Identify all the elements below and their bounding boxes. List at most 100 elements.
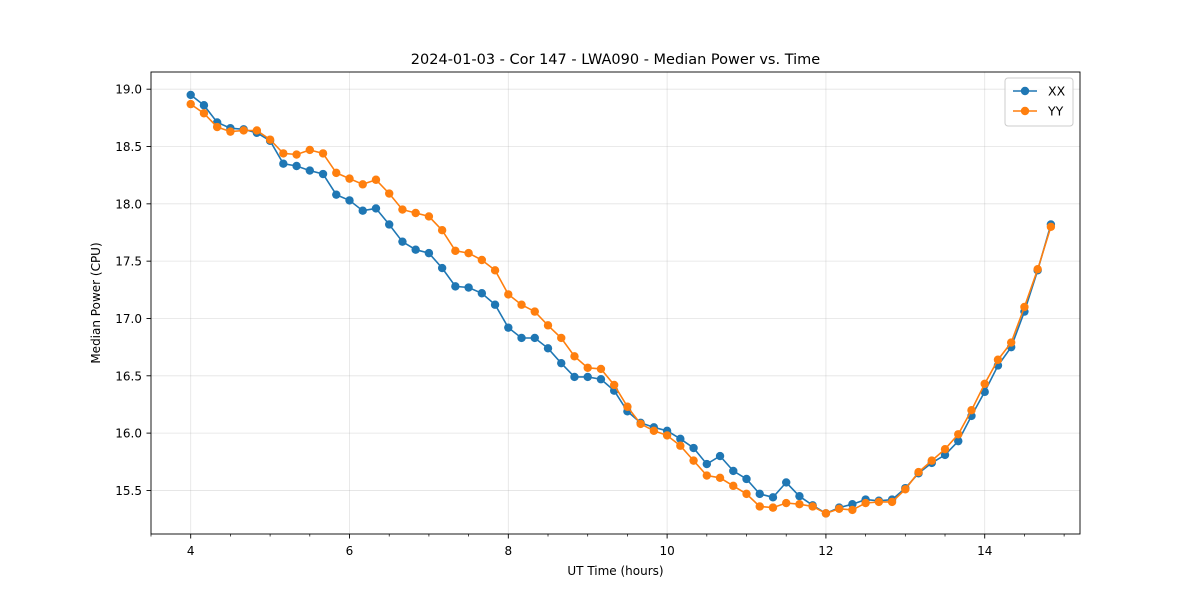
data-point-yy — [543, 321, 553, 330]
grid — [151, 72, 1080, 534]
data-point-xx — [702, 459, 712, 469]
data-point-xx — [279, 159, 288, 168]
data-point-yy — [517, 300, 526, 309]
data-point-yy — [358, 180, 367, 189]
data-point-xx — [768, 493, 778, 502]
data-point-xx — [332, 190, 341, 199]
data-point-yy — [848, 505, 857, 515]
data-point-yy — [993, 355, 1003, 364]
data-point-yy — [715, 473, 725, 483]
legend-marker-yy — [1020, 106, 1030, 116]
data-point-yy — [332, 168, 341, 178]
data-point-yy — [967, 405, 976, 415]
data-point-yy — [437, 226, 447, 235]
data-point-yy — [980, 379, 989, 389]
data-point-yy — [345, 174, 354, 183]
data-point-yy — [1046, 222, 1056, 231]
data-point-xx — [385, 220, 394, 229]
data-point-yy — [689, 456, 698, 465]
data-point-xx — [517, 333, 526, 343]
data-point-yy — [874, 497, 884, 507]
data-point-yy — [305, 145, 315, 155]
data-point-xx — [570, 372, 579, 382]
data-point-yy — [199, 109, 209, 118]
chart-title: 2024-01-03 - Cor 147 - LWA090 - Median P… — [411, 52, 820, 68]
data-point-xx — [451, 282, 460, 291]
data-point-yy — [768, 503, 778, 512]
data-point-yy — [795, 499, 804, 509]
data-point-yy — [504, 290, 513, 299]
data-point-xx — [543, 344, 553, 353]
data-point-xx — [490, 300, 500, 309]
data-point-yy — [782, 498, 791, 508]
y-tick-label: 16.5 — [115, 369, 142, 383]
data-point-xx — [557, 358, 566, 368]
data-point-yy — [596, 364, 606, 374]
data-point-yy — [557, 333, 566, 343]
data-point-yy — [808, 502, 817, 511]
data-point-xx — [292, 161, 301, 171]
x-tick-label: 14 — [977, 544, 992, 558]
data-point-yy — [464, 248, 473, 258]
data-point-yy — [861, 498, 870, 508]
axis-ticks: 4 6 8 10 12 14 15.5 16.0 16.5 17.0 17.5 18.0 18.5 19.… — [115, 83, 1065, 558]
data-point-xx — [504, 323, 513, 332]
data-point-yy — [1006, 338, 1016, 347]
y-axis-label: Median Power (CPU) — [89, 242, 103, 363]
data-point-xx — [689, 443, 698, 453]
plot-frame — [150, 71, 1081, 535]
data-point-yy — [371, 175, 381, 184]
data-point-xx — [742, 474, 751, 484]
data-point-xx — [477, 289, 487, 298]
data-point-yy — [662, 431, 672, 440]
data-point-yy — [252, 126, 262, 135]
data-point-yy — [901, 485, 910, 494]
x-tick-label: 12 — [818, 544, 833, 558]
data-point-yy — [940, 444, 950, 454]
data-point-yy — [385, 189, 394, 198]
data-point-yy — [755, 502, 764, 511]
data-point-xx — [954, 436, 963, 446]
data-point-yy — [239, 126, 248, 135]
data-point-xx — [424, 248, 434, 258]
y-tick-label: 16.0 — [115, 427, 142, 441]
data-point-yy — [490, 266, 500, 275]
data-point-yy — [292, 150, 301, 159]
data-point-yy — [477, 255, 487, 265]
data-point-yy — [398, 205, 407, 214]
data-point-yy — [265, 135, 275, 144]
data-point-xx — [345, 196, 354, 205]
legend-label-yy: YY — [1047, 104, 1064, 119]
data-point-yy — [636, 419, 645, 429]
data-point-yy — [623, 402, 632, 411]
legend-label-xx: XX — [1048, 84, 1066, 99]
data-point-yy — [702, 471, 712, 480]
data-point-yy — [914, 467, 923, 477]
data-point-xx — [358, 206, 367, 215]
data-point-xx — [186, 90, 195, 100]
y-tick-label: 15.5 — [115, 484, 142, 498]
legend-marker-xx — [1020, 86, 1030, 96]
data-point-yy — [834, 504, 844, 513]
x-tick-label: 10 — [659, 544, 674, 558]
data-point-xx — [715, 451, 725, 461]
data-point-xx — [199, 101, 209, 110]
y-tick-label: 18.5 — [115, 140, 142, 154]
data-point-yy — [583, 363, 592, 372]
data-point-yy — [887, 497, 897, 507]
data-point-yy — [451, 246, 460, 256]
y-tick-label: 17.5 — [115, 255, 142, 269]
data-point-xx — [318, 169, 328, 179]
data-point-yy — [279, 149, 288, 158]
data-point-xx — [782, 478, 791, 487]
plot-series — [186, 90, 1056, 518]
data-point-yy — [954, 430, 963, 439]
y-tick-label: 19.0 — [115, 83, 142, 97]
data-point-yy — [1033, 264, 1042, 274]
data-point-xx — [530, 333, 539, 343]
data-point-yy — [821, 509, 831, 518]
data-point-yy — [424, 212, 434, 221]
data-point-yy — [742, 489, 751, 499]
